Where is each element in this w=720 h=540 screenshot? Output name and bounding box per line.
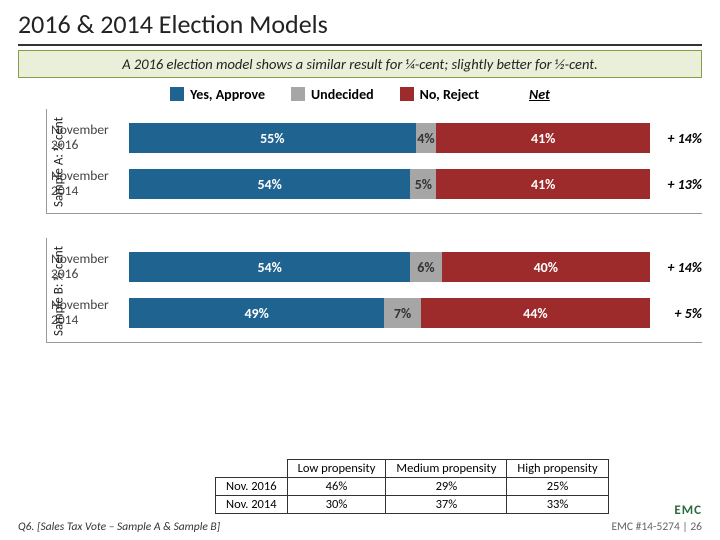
seg-undecided: 7% <box>384 298 420 328</box>
seg-approve: 49% <box>129 298 384 328</box>
page-title: 2016 & 2014 Election Models <box>0 0 720 44</box>
seg-reject: 41% <box>436 123 650 153</box>
legend-net: Net <box>529 86 550 103</box>
title-rule <box>18 44 702 46</box>
propensity-table: Low propensityMedium propensityHigh prop… <box>215 459 609 514</box>
bar-container: November201655%4%41%+ 14% November201454%… <box>46 109 702 214</box>
table-cell: 46% <box>287 478 386 496</box>
subtitle-text: A 2016 election model shows a similar re… <box>27 55 693 73</box>
table-cell: 37% <box>386 496 507 514</box>
seg-undecided: 5% <box>410 169 436 199</box>
seg-reject: 40% <box>442 252 650 282</box>
net-value: + 13% <box>650 176 702 193</box>
seg-reject: 41% <box>436 169 650 199</box>
seg-undecided: 4% <box>416 123 437 153</box>
bar-track: 49%7%44% <box>129 298 650 328</box>
bar-row: November201454%5%41%+ 13% <box>47 165 702 203</box>
legend-approve-label: Yes, Approve <box>190 86 265 103</box>
bar-row: November201654%6%40%+ 14% <box>47 248 702 286</box>
table-header: High propensity <box>507 460 608 478</box>
seg-approve: 54% <box>129 252 410 282</box>
footnote: Q6. [Sales Tax Vote – Sample A & Sample … <box>18 520 220 534</box>
seg-reject: 44% <box>421 298 650 328</box>
emc-logo: EMC <box>674 503 702 518</box>
bar-track: 54%6%40% <box>129 252 650 282</box>
seg-approve: 55% <box>129 123 416 153</box>
legend-undecided: Undecided <box>291 86 374 103</box>
table-header: Medium propensity <box>386 460 507 478</box>
subtitle-box: A 2016 election model shows a similar re… <box>18 50 702 78</box>
page-ref: EMC #14-5274 | 26 <box>611 520 702 534</box>
legend-reject: No, Reject <box>400 86 479 103</box>
legend: Yes, Approve Undecided No, Reject Net <box>0 86 720 103</box>
legend-reject-label: No, Reject <box>420 86 479 103</box>
group-label: Sample B: ½ cent <box>18 238 46 343</box>
table-cell: Nov. 2016 <box>216 478 288 496</box>
swatch-undecided <box>291 87 305 101</box>
group-label: Sample A: ¼ cent <box>18 109 46 214</box>
net-value: + 5% <box>650 305 702 322</box>
table-header <box>216 460 288 478</box>
chart-group: Sample B: ½ centNovember201654%6%40%+ 14… <box>18 238 702 343</box>
swatch-approve <box>170 87 184 101</box>
swatch-reject <box>400 87 414 101</box>
table-cell: 29% <box>386 478 507 496</box>
table-cell: Nov. 2014 <box>216 496 288 514</box>
net-value: + 14% <box>650 130 702 147</box>
table-header: Low propensity <box>287 460 386 478</box>
seg-undecided: 6% <box>410 252 441 282</box>
group-label-text: Sample A: ¼ cent <box>51 117 66 207</box>
chart-group: Sample A: ¼ centNovember201655%4%41%+ 14… <box>18 109 702 214</box>
table-row: Nov. 201646%29%25% <box>216 478 609 496</box>
bar-track: 55%4%41% <box>129 123 650 153</box>
group-label-text: Sample B: ½ cent <box>52 246 67 336</box>
chart-area: Sample A: ¼ centNovember201655%4%41%+ 14… <box>18 109 702 343</box>
seg-approve: 54% <box>129 169 410 199</box>
bar-row: November201449%7%44%+ 5% <box>47 294 702 332</box>
bar-track: 54%5%41% <box>129 169 650 199</box>
bar-container: November201654%6%40%+ 14% November201449%… <box>46 238 702 343</box>
table-row: Nov. 201430%37%33% <box>216 496 609 514</box>
table-cell: 33% <box>507 496 608 514</box>
legend-approve: Yes, Approve <box>170 86 265 103</box>
net-value: + 14% <box>650 259 702 276</box>
table-cell: 25% <box>507 478 608 496</box>
bar-row: November201655%4%41%+ 14% <box>47 119 702 157</box>
footer: Q6. [Sales Tax Vote – Sample A & Sample … <box>18 520 702 534</box>
legend-undecided-label: Undecided <box>311 86 374 103</box>
table-cell: 30% <box>287 496 386 514</box>
